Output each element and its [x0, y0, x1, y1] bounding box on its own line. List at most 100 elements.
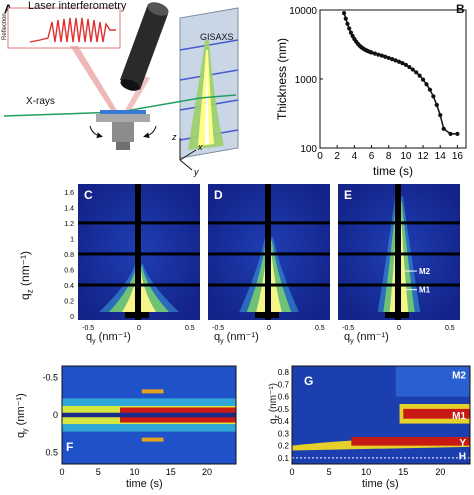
g-y-axis-label: qz (nm⁻¹)	[268, 382, 281, 424]
xray-beam	[3, 94, 237, 117]
x-tick-label: 2	[334, 151, 340, 162]
thickness-point	[341, 11, 347, 16]
label-h: H	[459, 451, 466, 462]
f-x-axis-label: time (s)	[126, 478, 163, 490]
laser-interferometry-label: Laser interferometry	[28, 0, 127, 12]
reflection-inset-box	[7, 7, 121, 49]
y-tick-label: 1000	[295, 75, 318, 86]
x-tick-label: 15	[398, 467, 408, 477]
y-tick-label: 0.8	[278, 368, 290, 377]
side-peak-lower	[141, 437, 164, 442]
beamstop-vertical	[135, 184, 141, 320]
x-tick-label: 0	[289, 467, 294, 477]
x-tick-label: 20	[435, 467, 445, 477]
thickness-point	[383, 54, 388, 59]
y-tick-label: 0.3	[278, 429, 290, 438]
thickness-point	[390, 57, 395, 62]
pattern-c	[78, 184, 200, 320]
beamstop-base	[125, 312, 149, 318]
y-tick-label: 100	[300, 144, 317, 155]
thickness-point	[400, 60, 405, 66]
thickness-point	[348, 30, 354, 35]
thickness-point	[376, 52, 381, 57]
y-axis-label: Thickness (nm)	[275, 38, 289, 120]
panel-a-schematic: GISAXS X-rays z x y	[3, 2, 239, 177]
y-tick-label: 0.2	[278, 442, 290, 451]
panel-label-b: B	[456, 2, 465, 16]
x-tick-label: 0	[59, 467, 64, 477]
y-tick-label: 0.4	[278, 417, 290, 426]
y-tick-label: 0.1	[278, 454, 290, 463]
y-tick-label: 0.4	[64, 283, 74, 290]
gisaxs-label: GISAXS	[200, 32, 234, 42]
beamstop-vertical	[395, 184, 401, 320]
detector-gap	[78, 252, 200, 256]
panel-label-c: C	[84, 188, 93, 202]
thickness-point	[379, 53, 384, 58]
x-tick-label: 20	[202, 467, 212, 477]
y-tick-label: -0.5	[42, 372, 58, 382]
panel-label-e: E	[344, 188, 353, 202]
heatmap-center-line	[62, 412, 236, 418]
x-tick-label: 15	[166, 467, 176, 477]
thickness-point	[438, 112, 443, 118]
detector-gap	[208, 283, 330, 287]
thickness-point	[448, 131, 453, 137]
x-tick-label: 10	[129, 467, 139, 477]
y-tick-label: 0.6	[64, 267, 74, 274]
y-tick-label: 10000	[289, 6, 317, 17]
x-tick-label-c: -0.5	[82, 325, 94, 332]
thickness-point	[424, 82, 429, 87]
panel-label-g: G	[304, 374, 314, 388]
detector-gap	[78, 221, 200, 225]
d-x-axis-label: qy (nm⁻¹)	[214, 331, 259, 346]
thickness-point	[417, 73, 422, 78]
e-x-axis-label: qy (nm⁻¹)	[344, 331, 389, 346]
axis-x-label: x	[197, 142, 203, 152]
y-tick-label: 0.6	[278, 393, 290, 402]
axis-z-label: z	[171, 132, 177, 142]
x-tick-label-c: 0	[137, 325, 141, 332]
y-tick-label: 0	[70, 314, 74, 321]
side-peak-upper	[141, 389, 164, 394]
x-tick-label-e: 0	[397, 325, 401, 332]
thickness-point	[369, 50, 374, 55]
y-tick-label: 1.4	[64, 205, 74, 212]
panel-g-timeseries: 0.8 0.7 0.6 0.5 0.4 0.3 0.2 0.1 0 5 10 15 20 M2 M1 YH	[278, 365, 471, 477]
label-m2: M2	[452, 371, 466, 382]
plot-frame	[61, 365, 237, 465]
thickness-chart: 0 2 4 6 8 10 12 14 16 100 1000 10000 time (s) Thickne…	[275, 6, 467, 178]
sample-stage	[89, 110, 157, 150]
x-tick-label: 6	[369, 151, 375, 162]
y-tick-label: 1.6	[64, 190, 74, 197]
reflection-axis-label: Reflection	[2, 13, 8, 40]
x-tick-label-d: -0.5	[212, 325, 224, 332]
x-tick-label: 10	[400, 151, 412, 162]
panel-label-d: D	[214, 188, 223, 202]
g-x-axis-label: time (s)	[362, 478, 399, 490]
thickness-point	[386, 55, 391, 61]
x-tick-label-c: 0.5	[185, 325, 195, 332]
m1-band-red	[403, 408, 470, 419]
y-tick-label: 1.2	[64, 221, 74, 228]
thickness-point	[414, 70, 419, 75]
laser-beam-right	[124, 76, 150, 112]
x-tick-label: 12	[417, 151, 429, 162]
x-tick-label: 5	[327, 467, 332, 477]
detector-gap	[208, 252, 330, 256]
x-axis-label: time (s)	[373, 164, 413, 178]
beamstop-base	[385, 312, 409, 318]
marker-m1-label: M1	[419, 286, 431, 295]
thickness-point	[431, 94, 436, 99]
detector-gap	[78, 283, 200, 287]
thickness-point	[372, 51, 378, 56]
f-y-axis-label: qy (nm⁻¹)	[15, 393, 30, 438]
y-tick-label: 1	[70, 236, 74, 243]
y-tick-label: 0	[53, 410, 58, 420]
detector-gap	[338, 221, 460, 225]
reflection-signal	[29, 17, 116, 43]
axis-triad	[179, 138, 197, 171]
thickness-point	[396, 59, 402, 64]
x-tick-label: 8	[386, 151, 392, 162]
label-y: Y	[459, 438, 466, 449]
